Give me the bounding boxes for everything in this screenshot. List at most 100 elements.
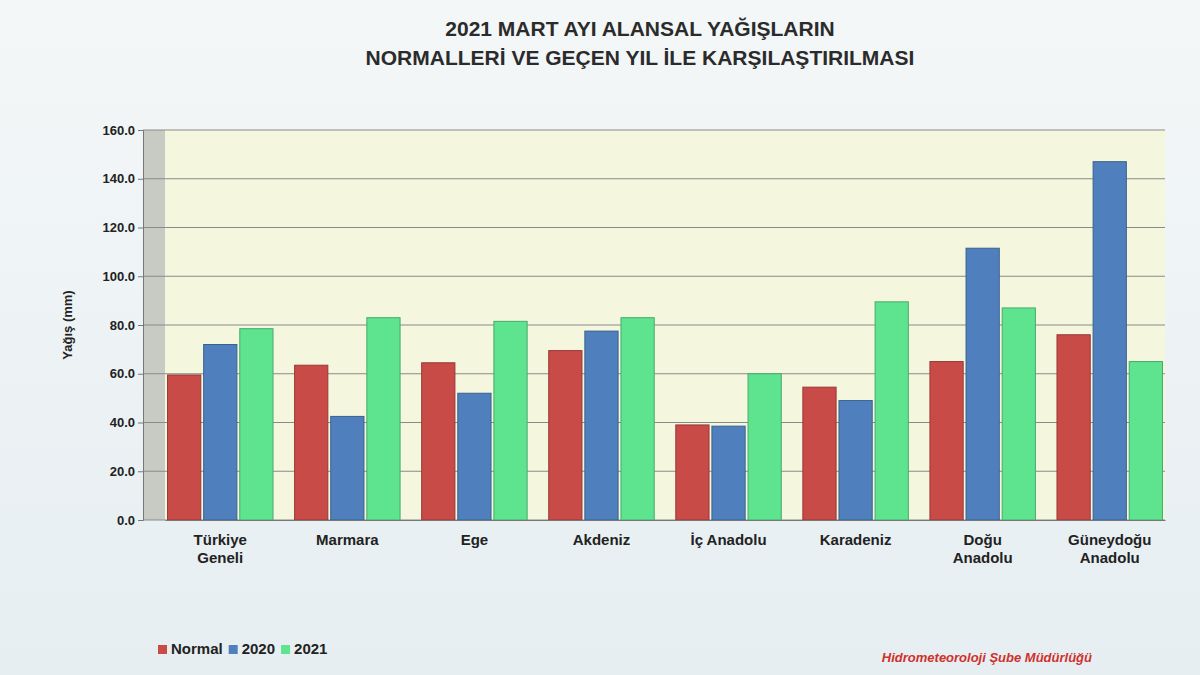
tick: Akdeniz (573, 520, 631, 548)
tick-label: 100.0 (102, 269, 135, 284)
tick: DoğuAnadolu (953, 520, 1013, 566)
annotation: Hidrometeoroloji Şube Müdürlüğü (882, 650, 1092, 665)
tick: 60.0 (110, 366, 143, 381)
tick: 160.0 (102, 123, 143, 138)
bar (331, 416, 364, 520)
tick-label: 140.0 (102, 171, 135, 186)
series (204, 162, 1127, 520)
legend-label: Normal (171, 640, 223, 657)
tick-label-line: Doğu (963, 531, 1001, 548)
tick-mark (138, 130, 143, 131)
tick-label: 20.0 (110, 464, 135, 479)
bar (295, 365, 328, 520)
bar (1002, 308, 1035, 520)
tick: Marmara (316, 520, 379, 548)
y-axis-title: Yağış (mm) (60, 290, 75, 359)
tick-mark (138, 471, 143, 472)
bar (1093, 162, 1126, 520)
bar (676, 425, 709, 520)
tick-label: 40.0 (110, 415, 135, 430)
tick: 140.0 (102, 171, 143, 186)
tick: 120.0 (102, 220, 143, 235)
tick-label: 120.0 (102, 220, 135, 235)
axis-line (138, 131, 144, 521)
grid-line (143, 178, 1165, 179)
tick: 40.0 (110, 415, 143, 430)
tick-label: İç Anadolu (690, 531, 766, 548)
legend: Normal 2020 2021 (158, 640, 327, 657)
bar (621, 318, 654, 520)
axis-line (166, 520, 1166, 521)
bars (168, 162, 1163, 520)
bar (240, 329, 273, 520)
tick-label: GüneydoğuAnadolu (1068, 531, 1151, 566)
tick-label: Karadeniz (820, 531, 892, 548)
legend-swatch (158, 645, 167, 654)
title-line: 2021 MART AYI ALANSAL YAĞIŞLARIN (445, 17, 834, 40)
grid-line (143, 276, 1165, 277)
tick: Ege (461, 520, 489, 548)
tick: 80.0 (110, 318, 143, 333)
tick: İç Anadolu (690, 520, 766, 548)
bar (1057, 335, 1090, 520)
bar (748, 374, 781, 520)
legend-swatch (229, 645, 238, 654)
tick-label: 160.0 (102, 123, 135, 138)
tick-label-line: Ege (461, 531, 489, 548)
series (240, 302, 1163, 520)
tick: 0.0 (117, 513, 143, 528)
tick: 20.0 (110, 464, 143, 479)
bar (458, 393, 491, 520)
chart: 2021 MART AYI ALANSAL YAĞIŞLARIN NORMALLE… (0, 0, 1200, 675)
grid (143, 130, 1165, 520)
title-line: NORMALLERİ VE GEÇEN YIL İLE KARŞILAŞTIRI… (366, 46, 915, 69)
grid-line (143, 130, 1165, 131)
tick-mark (138, 179, 143, 180)
bar (549, 351, 582, 520)
bar (422, 363, 455, 520)
legend-item: 2020 (229, 640, 275, 657)
tick-label: Ege (461, 531, 489, 548)
tick: GüneydoğuAnadolu (1068, 520, 1151, 566)
tick-label-line: Anadolu (953, 549, 1013, 566)
tick-label: TürkiyeGeneli (194, 531, 247, 566)
bar (204, 345, 237, 521)
tick-mark (138, 374, 143, 375)
bar (875, 302, 908, 520)
legend-swatch (281, 645, 290, 654)
tick-label: Akdeniz (573, 531, 631, 548)
bar (930, 362, 963, 520)
bar (367, 318, 400, 520)
bar (494, 321, 527, 520)
tick-label: DoğuAnadolu (953, 531, 1013, 566)
bar (585, 331, 618, 520)
bar (839, 401, 872, 520)
tick-label-line: Karadeniz (820, 531, 892, 548)
x-axis: TürkiyeGeneli Marmara Ege Akdeniz İç Anadolu… (166, 520, 1166, 566)
legend-label: 2020 (242, 640, 275, 657)
tick-mark (138, 228, 143, 229)
tick-label: 0.0 (117, 513, 135, 528)
tick-label-line: Güneydoğu (1068, 531, 1151, 548)
y-axis: 0.0 20.0 40.0 60.0 80.0 100.0 120.0 140.0 160.0 (102, 123, 143, 528)
tick-mark (138, 325, 143, 326)
tick-label-line: Marmara (316, 531, 379, 548)
legend-item: 2021 (281, 640, 327, 657)
tick-label: Marmara (316, 531, 379, 548)
bar (168, 375, 201, 520)
bar (803, 387, 836, 520)
bar (1129, 362, 1162, 520)
tick-label-line: İç Anadolu (690, 531, 766, 548)
bar (712, 426, 745, 520)
tick-mark (138, 423, 143, 424)
tick-label-line: Anadolu (1080, 549, 1140, 566)
title: 2021 MART AYI ALANSAL YAĞIŞLARIN NORMALLE… (366, 17, 915, 69)
tick-mark (138, 276, 143, 277)
bar (966, 248, 999, 520)
tick-label-line: Türkiye (194, 531, 247, 548)
grid-line (143, 227, 1165, 228)
tick-label: 60.0 (110, 366, 135, 381)
legend-label: 2021 (294, 640, 327, 657)
tick-label: 80.0 (110, 318, 135, 333)
tick: Karadeniz (820, 520, 892, 548)
